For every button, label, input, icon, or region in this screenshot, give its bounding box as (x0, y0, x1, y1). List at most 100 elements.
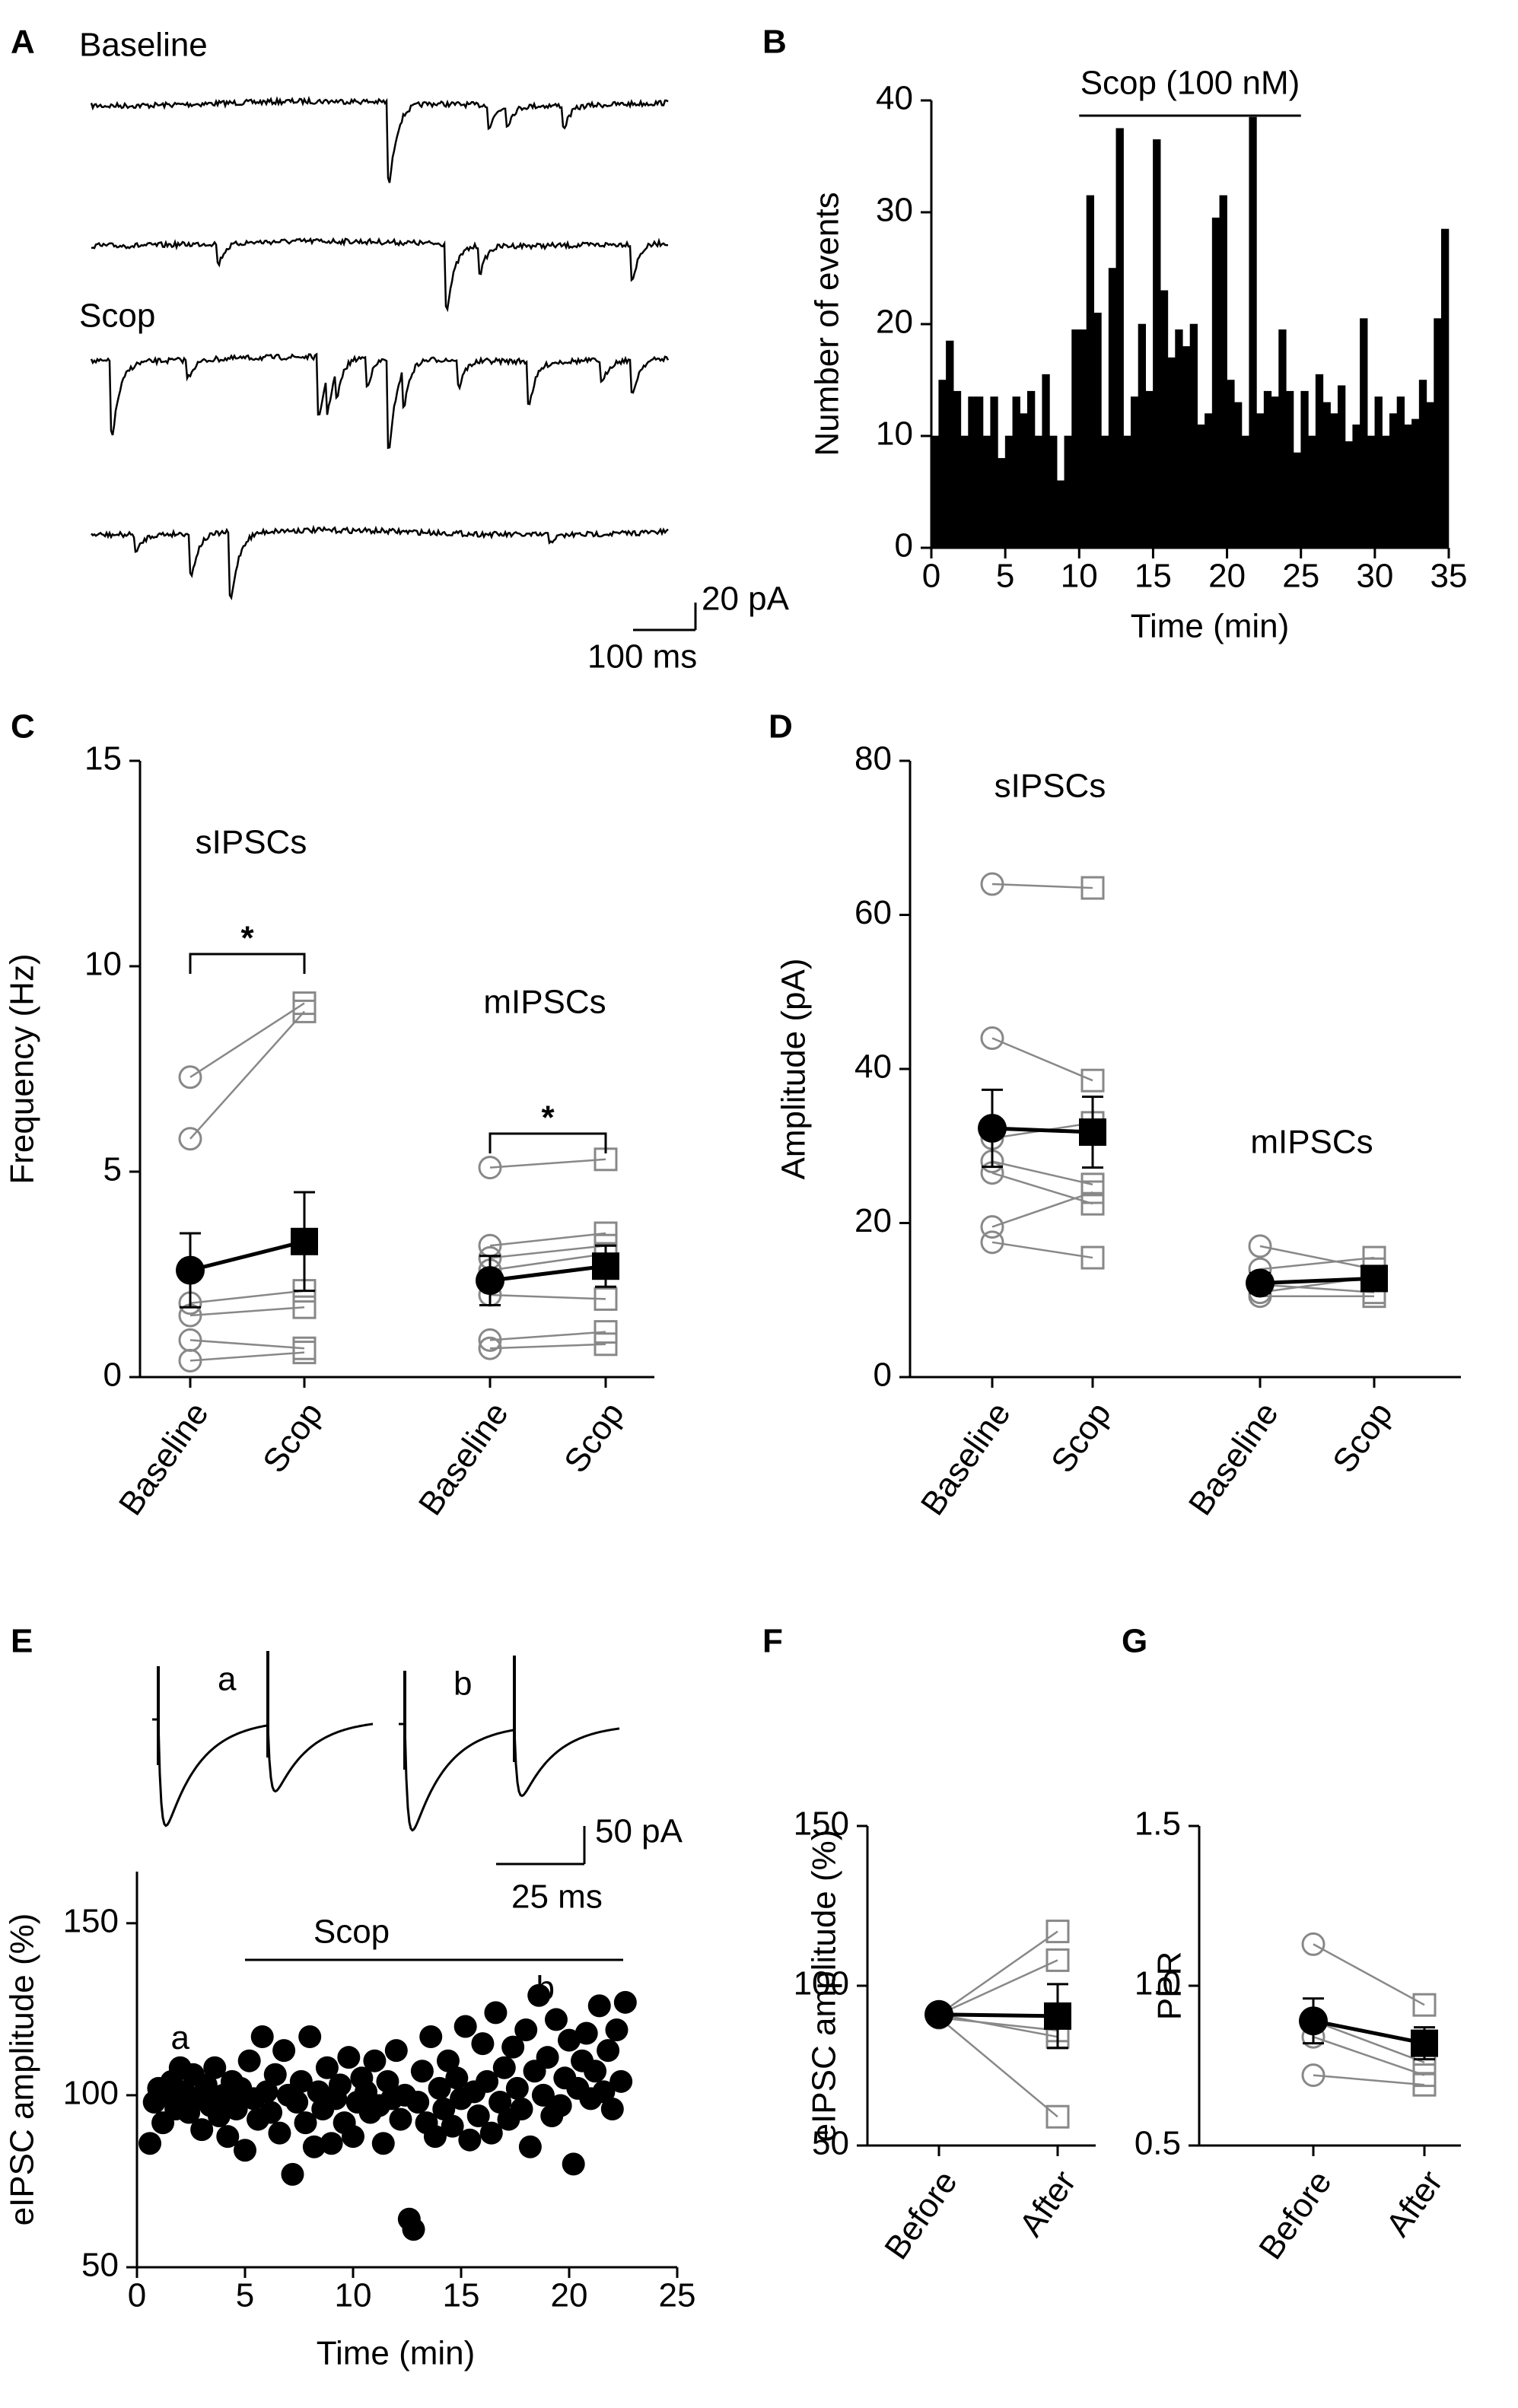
histogram-bar (1440, 228, 1450, 549)
cell-line (991, 1191, 1093, 1228)
cell-line (938, 1959, 1058, 2015)
x-tick-label: 0 (128, 2277, 146, 2314)
scatter-point (263, 2063, 287, 2086)
y-tick-label: 10 (84, 946, 122, 983)
histogram-bar (1256, 413, 1265, 549)
mean-marker (592, 1252, 619, 1280)
histogram-bar (1434, 318, 1442, 549)
cell-baseline (980, 872, 1004, 896)
mean-line (1259, 1276, 1375, 1285)
mean-marker (978, 1113, 1007, 1143)
cell-line (1313, 2036, 1425, 2076)
cell-baseline (1248, 1234, 1272, 1258)
histogram-bar (1396, 396, 1405, 549)
current-trace (91, 524, 669, 601)
scale-label: 25 ms (511, 1878, 603, 1916)
cell-treated (594, 1287, 618, 1311)
histogram-bar (1020, 413, 1028, 549)
y-tick-label: 30 (876, 192, 913, 229)
scatter-point (458, 2128, 482, 2152)
scatter-point (436, 2049, 460, 2072)
scatter-point (224, 2098, 248, 2120)
scatter-point (562, 2152, 585, 2176)
trace-label: a (218, 1661, 237, 1698)
panel-letter: F (762, 1623, 783, 1660)
scatter-point (609, 2069, 633, 2093)
scatter-point (259, 2101, 283, 2124)
histogram-bar (1189, 323, 1198, 549)
scatter-point (337, 2046, 361, 2069)
trace-label: b (453, 1665, 472, 1703)
cell-baseline (980, 1230, 1004, 1255)
y-axis-title: eIPSC amplitude (%) (806, 1830, 843, 2142)
cell-treated (1080, 876, 1105, 900)
scatter-point (453, 2015, 477, 2038)
y-tick-label: 0 (895, 527, 913, 565)
mean-marker (1299, 2006, 1328, 2036)
scatter-point (514, 2018, 538, 2041)
scatter-point (342, 2125, 364, 2149)
y-tick-label: 15 (84, 740, 122, 778)
histogram-bar (1004, 435, 1014, 549)
mean-marker (924, 1999, 953, 2029)
scale-label: 100 ms (587, 638, 697, 676)
histogram-bar (1130, 396, 1139, 549)
cell-line (1259, 1245, 1375, 1271)
scatter-point (410, 2060, 434, 2083)
mean-line (938, 2012, 1058, 2018)
x-tick-label: 10 (335, 2277, 372, 2314)
y-tick-label: 0 (103, 1357, 122, 1394)
histogram-bar (1360, 318, 1368, 549)
trace-label: Baseline (79, 27, 208, 64)
cell-line (489, 1293, 606, 1300)
histogram-bar (1167, 357, 1176, 549)
scatter-point (549, 2094, 572, 2117)
x-tick-label: 0 (922, 558, 940, 595)
histogram-bar (1411, 418, 1420, 549)
scatter-point (294, 2111, 317, 2135)
scatter-point (536, 2046, 559, 2069)
cell-line (1313, 2020, 1425, 2063)
histogram-bar (1404, 424, 1412, 549)
scatter-point (488, 2090, 512, 2114)
scatter-point (216, 2125, 240, 2149)
y-tick-label: 1.0 (1135, 1965, 1181, 2002)
histogram-bar (1197, 424, 1205, 549)
scatter-point (376, 2069, 399, 2093)
histogram-bar (1374, 396, 1383, 549)
group-label: mIPSCs (483, 984, 606, 1021)
scatter-point (432, 2098, 456, 2120)
significance-bracket (189, 953, 306, 974)
histogram-bar (1056, 480, 1065, 549)
x-tick-label: 20 (1208, 558, 1246, 595)
group-label: sIPSCs (196, 824, 307, 861)
scatter-point (527, 1983, 551, 2007)
scatter-point (597, 2039, 620, 2063)
histogram-bar (1367, 435, 1376, 549)
scatter-point (466, 2104, 490, 2128)
cell-line (991, 1037, 1093, 1082)
panel-letter: C (11, 708, 35, 746)
y-tick-label: 50 (81, 2247, 119, 2284)
scatter-point (307, 2080, 330, 2104)
y-tick-label: 0.5 (1135, 2125, 1181, 2162)
mean-marker (476, 1266, 504, 1296)
scatter-point (190, 2118, 214, 2142)
histogram-bar (1026, 390, 1036, 549)
stim-artifact (157, 1651, 269, 1765)
scale-label: 20 pA (702, 581, 790, 618)
current-trace (90, 95, 669, 183)
histogram-bar (1293, 452, 1302, 549)
mean-line (1313, 2018, 1425, 2046)
cell-line (189, 1339, 305, 1350)
scatter-point (255, 2080, 278, 2104)
cell-treated (1412, 1993, 1437, 2017)
histogram-bar (1345, 441, 1354, 549)
cell-line (1259, 1284, 1375, 1293)
scatter-point (423, 2125, 447, 2149)
x-tick-label: 20 (551, 2277, 588, 2314)
y-tick-label: 80 (854, 740, 892, 778)
histogram-bar (968, 396, 976, 549)
y-tick-label: 1.5 (1135, 1805, 1181, 1843)
histogram-bar (953, 390, 962, 549)
